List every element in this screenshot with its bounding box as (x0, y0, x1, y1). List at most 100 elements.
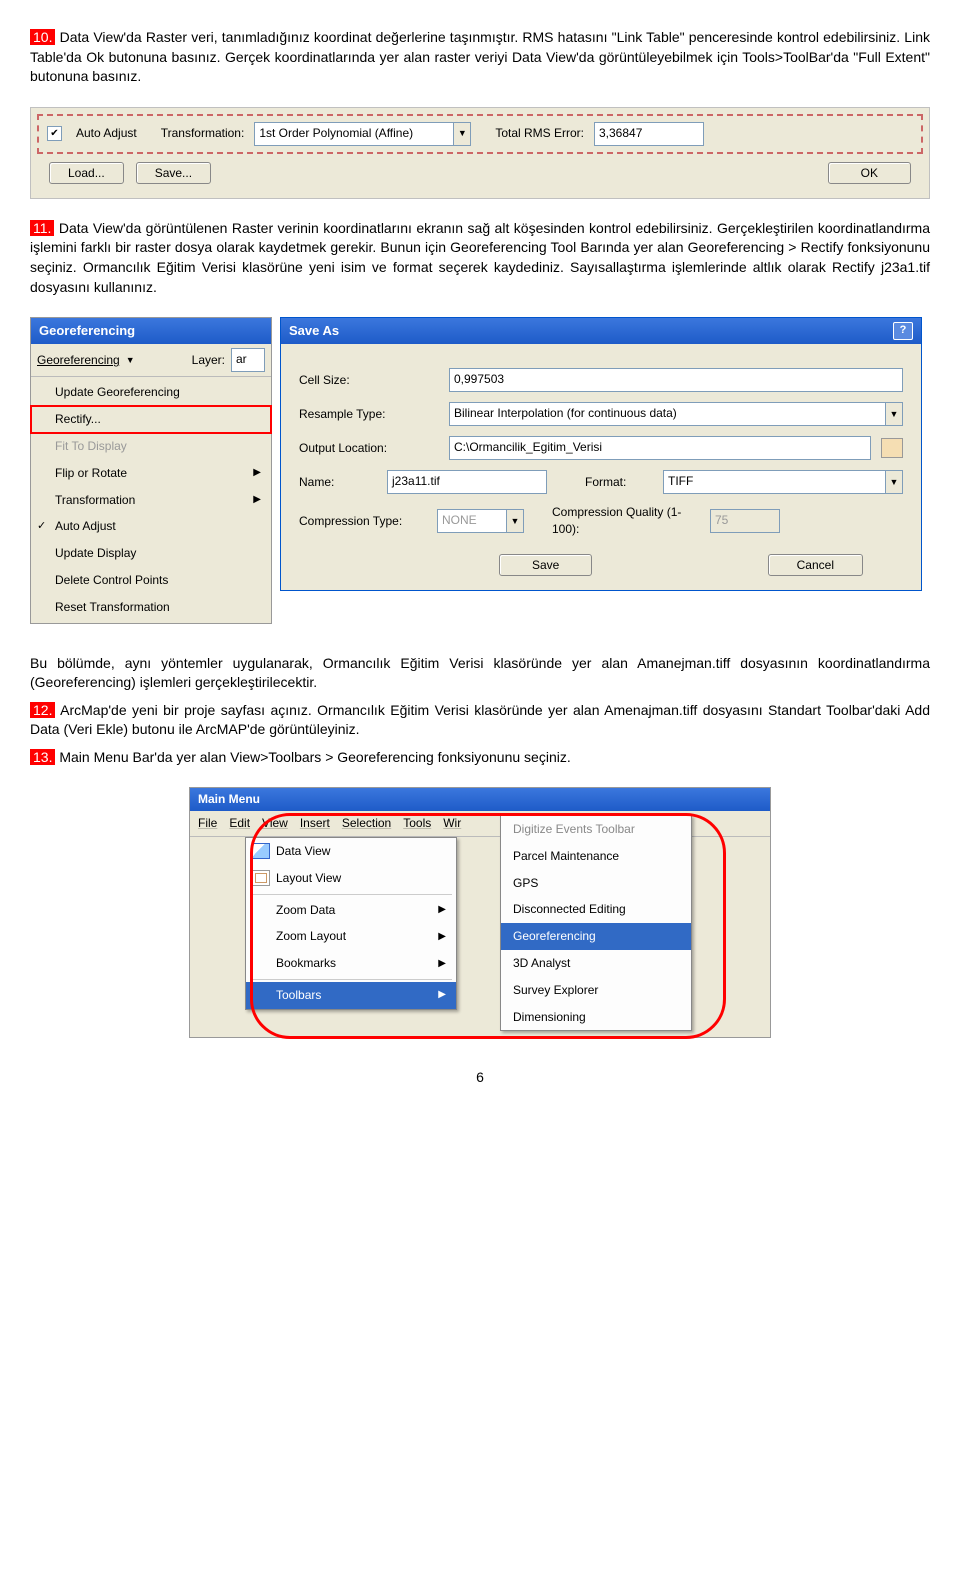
menu-update-georef[interactable]: Update Georeferencing (31, 379, 271, 406)
sub-digitize[interactable]: Digitize Events Toolbar (501, 816, 691, 843)
transformation-label: Transformation: (161, 125, 245, 142)
transformation-value: 1st Order Polynomial (Affine) (254, 122, 454, 146)
output-value[interactable]: C:\Ormancilik_Egitim_Verisi (449, 436, 871, 460)
ok-button[interactable]: OK (828, 162, 911, 184)
mainmenu-title: Main Menu (190, 788, 770, 811)
sub-dimensioning[interactable]: Dimensioning (501, 1004, 691, 1031)
chevron-down-icon[interactable]: ▼ (126, 354, 135, 367)
chevron-down-icon[interactable]: ▼ (886, 470, 903, 494)
step-11-text: Data View'da görüntülenen Raster verinin… (30, 220, 930, 295)
compq-label: Compression Quality (1-100): (552, 504, 702, 538)
georeferencing-menu-panel: Georeferencing Georeferencing ▼ Layer: a… (30, 317, 272, 623)
menu-layout-view[interactable]: Layout View (246, 865, 456, 892)
arrow-right-icon: ▶ (253, 466, 261, 480)
help-icon[interactable]: ? (893, 322, 913, 340)
menu-toolbars[interactable]: Toolbars▶ (246, 982, 456, 1009)
data-view-icon (252, 843, 270, 859)
georeferencing-toolbar-figure: ✔ Auto Adjust Transformation: 1st Order … (30, 107, 930, 199)
georef-menu-list: Update Georeferencing Rectify... Fit To … (31, 377, 271, 622)
menu-tools[interactable]: Tools (403, 815, 431, 832)
arrow-right-icon: ▶ (253, 493, 261, 507)
resample-combo[interactable]: Bilinear Interpolation (for continuous d… (449, 402, 903, 426)
folder-icon[interactable] (881, 438, 903, 458)
compq-value: 75 (710, 509, 780, 533)
save-as-dialog: Save As ? Cell Size: 0,997503 Resample T… (280, 317, 922, 591)
menu-flip-rotate[interactable]: Flip or Rotate▶ (31, 460, 271, 487)
comptype-combo[interactable]: NONE ▼ (437, 509, 524, 533)
menu-transformation[interactable]: Transformation▶ (31, 487, 271, 514)
chevron-down-icon[interactable]: ▼ (507, 509, 524, 533)
georef-dropdown[interactable]: Georeferencing (37, 352, 120, 369)
resample-value: Bilinear Interpolation (for continuous d… (449, 402, 886, 426)
rectify-screenshots: Georeferencing Georeferencing ▼ Layer: a… (30, 317, 930, 623)
menu-bookmarks[interactable]: Bookmarks▶ (246, 950, 456, 977)
menu-zoom-data[interactable]: Zoom Data▶ (246, 897, 456, 924)
mid-paragraph: Bu bölümde, aynı yöntemler uygulanarak, … (30, 654, 930, 693)
layout-view-icon (252, 870, 270, 886)
step-11-num: 11. (30, 220, 54, 236)
menu-auto-adjust[interactable]: ✓Auto Adjust (31, 513, 271, 540)
menu-divider (250, 979, 452, 980)
cancel-button[interactable]: Cancel (768, 554, 863, 576)
comptype-label: Compression Type: (299, 513, 429, 530)
auto-adjust-checkbox[interactable]: ✔ (47, 126, 62, 141)
menu-update-display[interactable]: Update Display (31, 540, 271, 567)
sub-georeferencing[interactable]: Georeferencing (501, 923, 691, 950)
chevron-down-icon[interactable]: ▼ (886, 402, 903, 426)
step-10-text: Data View'da Raster veri, tanımladığınız… (30, 29, 930, 84)
menu-delete-points[interactable]: Delete Control Points (31, 567, 271, 594)
save-button[interactable]: Save (499, 554, 592, 576)
step-13-num: 13. (30, 749, 55, 765)
output-label: Output Location: (299, 440, 439, 457)
menu-view[interactable]: View (262, 815, 288, 832)
sub-gps[interactable]: GPS (501, 870, 691, 897)
georef-bar: Georeferencing ▼ Layer: ar (31, 344, 271, 377)
name-label: Name: (299, 474, 379, 491)
layer-label: Layer: (192, 352, 225, 369)
rms-value: 3,36847 (594, 122, 704, 146)
step-10-num: 10. (30, 29, 55, 45)
arrow-right-icon: ▶ (438, 903, 446, 917)
toolbars-submenu: Digitize Events Toolbar Parcel Maintenan… (500, 815, 692, 1031)
georef-title-text: Georeferencing (39, 322, 135, 340)
sub-disconnected[interactable]: Disconnected Editing (501, 896, 691, 923)
link-table-row: ✔ Auto Adjust Transformation: 1st Order … (37, 114, 923, 154)
georef-title: Georeferencing (31, 318, 271, 344)
step-11: 11. Data View'da görüntülenen Raster ver… (30, 219, 930, 297)
sub-survey[interactable]: Survey Explorer (501, 977, 691, 1004)
menu-file[interactable]: File (198, 815, 217, 832)
layer-value[interactable]: ar (231, 348, 265, 372)
transformation-combo[interactable]: 1st Order Polynomial (Affine) ▼ (254, 122, 471, 146)
menu-data-view[interactable]: Data View (246, 838, 456, 865)
format-value: TIFF (663, 470, 886, 494)
toolbar-buttons-row: Load... Save... OK (37, 154, 923, 192)
sub-parcel[interactable]: Parcel Maintenance (501, 843, 691, 870)
arrow-right-icon: ▶ (438, 957, 446, 971)
arrow-right-icon: ▶ (438, 930, 446, 944)
name-input[interactable]: j23a11.tif (387, 470, 547, 494)
rms-label: Total RMS Error: (495, 125, 584, 142)
step-12-text: ArcMap'de yeni bir proje sayfası açınız.… (30, 702, 930, 738)
comptype-value: NONE (437, 509, 507, 533)
step-12: 12. ArcMap'de yeni bir proje sayfası açı… (30, 701, 930, 740)
menu-rectify[interactable]: Rectify... (31, 406, 271, 433)
step-13: 13. Main Menu Bar'da yer alan View>Toolb… (30, 748, 930, 768)
resample-label: Resample Type: (299, 406, 439, 423)
menu-divider (250, 894, 452, 895)
saveas-title: Save As (289, 322, 339, 340)
auto-adjust-label: Auto Adjust (76, 125, 137, 142)
menu-selection[interactable]: Selection (342, 815, 391, 832)
save-button[interactable]: Save... (136, 162, 211, 184)
menu-zoom-layout[interactable]: Zoom Layout▶ (246, 923, 456, 950)
load-button[interactable]: Load... (49, 162, 124, 184)
sub-3d-analyst[interactable]: 3D Analyst (501, 950, 691, 977)
cell-size-input[interactable]: 0,997503 (449, 368, 903, 392)
menu-reset-transform[interactable]: Reset Transformation (31, 594, 271, 621)
menu-edit[interactable]: Edit (229, 815, 250, 832)
format-combo[interactable]: TIFF ▼ (663, 470, 903, 494)
menu-wir[interactable]: Wir (443, 815, 461, 832)
view-dropdown: Data View Layout View Zoom Data▶ Zoom La… (245, 837, 457, 1010)
menu-fit-display[interactable]: Fit To Display (31, 433, 271, 460)
chevron-down-icon[interactable]: ▼ (454, 122, 471, 146)
menu-insert[interactable]: Insert (300, 815, 330, 832)
